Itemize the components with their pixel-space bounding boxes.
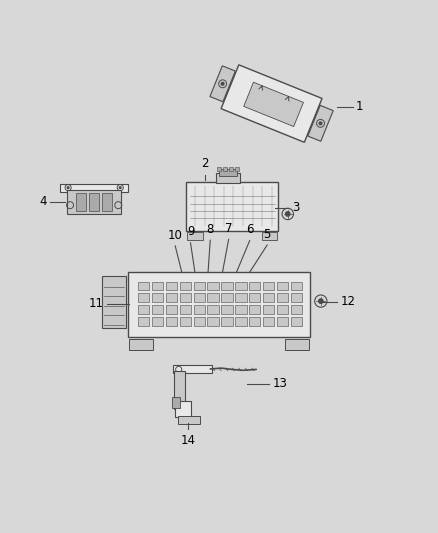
Polygon shape — [285, 340, 309, 350]
Polygon shape — [291, 305, 302, 314]
Text: 5: 5 — [264, 228, 271, 241]
Circle shape — [221, 83, 224, 85]
Polygon shape — [235, 305, 247, 314]
Polygon shape — [180, 317, 191, 326]
Polygon shape — [249, 293, 261, 302]
Polygon shape — [166, 305, 177, 314]
Polygon shape — [166, 293, 177, 302]
Polygon shape — [138, 293, 149, 302]
Text: 8: 8 — [207, 223, 214, 236]
Text: 9: 9 — [187, 225, 194, 238]
Polygon shape — [166, 317, 177, 326]
Polygon shape — [180, 293, 191, 302]
Text: 12: 12 — [341, 295, 356, 308]
Text: 3: 3 — [293, 201, 300, 214]
Polygon shape — [249, 305, 261, 314]
Polygon shape — [277, 317, 288, 326]
Polygon shape — [217, 167, 221, 171]
Polygon shape — [277, 305, 288, 314]
Text: 4: 4 — [39, 195, 47, 208]
Polygon shape — [277, 281, 288, 290]
Polygon shape — [221, 65, 322, 142]
Polygon shape — [60, 184, 128, 191]
Polygon shape — [235, 281, 247, 290]
Polygon shape — [178, 416, 200, 424]
Polygon shape — [244, 82, 304, 126]
Text: 2: 2 — [201, 157, 209, 170]
Polygon shape — [138, 317, 149, 326]
Polygon shape — [194, 305, 205, 314]
Polygon shape — [208, 305, 219, 314]
Polygon shape — [219, 169, 237, 176]
Polygon shape — [249, 281, 261, 290]
Text: 14: 14 — [181, 434, 196, 447]
Polygon shape — [187, 232, 203, 240]
Polygon shape — [172, 397, 180, 408]
Text: 6: 6 — [246, 223, 254, 236]
Polygon shape — [173, 366, 212, 374]
Polygon shape — [152, 293, 163, 302]
Polygon shape — [230, 167, 233, 171]
Polygon shape — [102, 192, 112, 211]
Text: 1: 1 — [356, 100, 364, 113]
Text: 13: 13 — [273, 377, 288, 390]
Polygon shape — [180, 281, 191, 290]
Polygon shape — [215, 173, 240, 183]
Polygon shape — [291, 281, 302, 290]
Circle shape — [286, 212, 290, 216]
Polygon shape — [152, 305, 163, 314]
Polygon shape — [263, 281, 274, 290]
Polygon shape — [102, 277, 126, 328]
Polygon shape — [235, 293, 247, 302]
Polygon shape — [138, 281, 149, 290]
Polygon shape — [67, 190, 121, 214]
Circle shape — [318, 299, 323, 303]
Polygon shape — [236, 167, 239, 171]
Polygon shape — [180, 305, 191, 314]
Polygon shape — [263, 293, 274, 302]
Polygon shape — [263, 305, 274, 314]
Text: 10: 10 — [168, 229, 183, 241]
Polygon shape — [174, 372, 185, 409]
Polygon shape — [138, 305, 149, 314]
Polygon shape — [175, 400, 191, 417]
Polygon shape — [277, 293, 288, 302]
Polygon shape — [208, 293, 219, 302]
Polygon shape — [152, 281, 163, 290]
Polygon shape — [308, 106, 333, 141]
Text: 11: 11 — [89, 297, 104, 310]
Text: 7: 7 — [225, 222, 233, 235]
Polygon shape — [221, 293, 233, 302]
Polygon shape — [221, 281, 233, 290]
Polygon shape — [262, 232, 277, 240]
Polygon shape — [152, 317, 163, 326]
Polygon shape — [223, 167, 227, 171]
Polygon shape — [249, 317, 261, 326]
Polygon shape — [263, 317, 274, 326]
Polygon shape — [221, 305, 233, 314]
Polygon shape — [210, 66, 235, 102]
Polygon shape — [129, 340, 153, 350]
Polygon shape — [186, 182, 278, 231]
Polygon shape — [128, 272, 310, 337]
Polygon shape — [194, 281, 205, 290]
Polygon shape — [194, 317, 205, 326]
Polygon shape — [194, 293, 205, 302]
Polygon shape — [235, 317, 247, 326]
Polygon shape — [208, 281, 219, 290]
Polygon shape — [89, 192, 99, 211]
Polygon shape — [291, 293, 302, 302]
Circle shape — [319, 122, 322, 125]
Polygon shape — [291, 317, 302, 326]
Polygon shape — [166, 281, 177, 290]
Polygon shape — [208, 317, 219, 326]
Circle shape — [119, 187, 121, 189]
Polygon shape — [76, 192, 86, 211]
Polygon shape — [221, 317, 233, 326]
Circle shape — [67, 187, 69, 189]
